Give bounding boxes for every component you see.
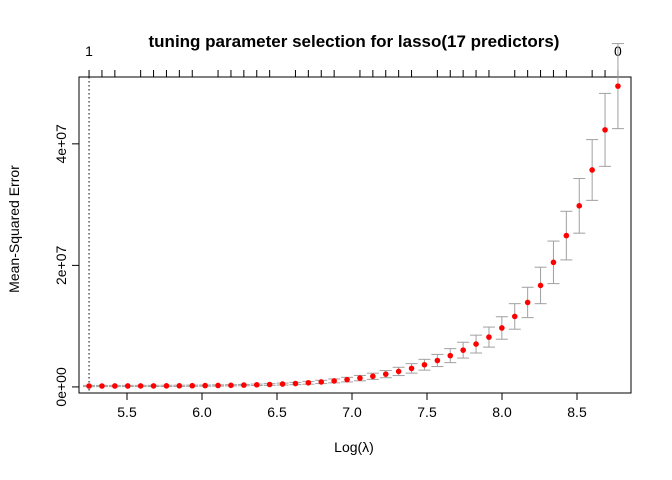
data-point <box>86 383 92 389</box>
x-tick-label: 6.5 <box>267 404 287 420</box>
data-point <box>228 382 234 389</box>
data-point <box>344 376 350 383</box>
data-point <box>189 382 196 389</box>
chart-title: tuning parameter selection for lasso(17 … <box>149 32 560 51</box>
data-point <box>370 373 376 380</box>
data-point <box>99 383 105 389</box>
data-point <box>473 341 479 347</box>
data-point <box>408 365 415 372</box>
data-point <box>124 383 131 389</box>
data-point <box>331 378 337 384</box>
data-point <box>434 357 441 364</box>
data-point <box>550 259 557 266</box>
data-point <box>215 382 221 389</box>
data-point <box>202 382 208 389</box>
data-point <box>150 383 157 389</box>
data-point <box>576 203 583 209</box>
y-tick-label: 4e+07 <box>53 124 69 164</box>
x-tick-label: 7.5 <box>417 404 437 420</box>
data-point <box>447 352 454 359</box>
y-tick-label: 2e+07 <box>53 246 69 286</box>
data-point <box>589 167 595 173</box>
data-point <box>253 382 260 388</box>
data-point <box>602 127 608 133</box>
data-point <box>524 299 531 306</box>
data-point <box>176 382 183 389</box>
data-point <box>357 375 363 381</box>
x-tick-label: 7.0 <box>342 404 362 420</box>
data-point <box>511 313 518 320</box>
y-axis-label: Mean-Squared Error <box>6 165 22 293</box>
data-point <box>137 383 144 389</box>
x-axis-label: Log(λ) <box>334 439 374 455</box>
data-point <box>460 347 466 353</box>
data-point <box>241 382 247 388</box>
top-axis-label: 1 <box>85 43 93 59</box>
data-point <box>163 383 170 389</box>
x-tick-label: 8.0 <box>492 404 512 420</box>
x-tick-label: 6.0 <box>192 404 212 420</box>
y-tick-label: 0e+00 <box>53 367 69 407</box>
data-point <box>266 381 273 388</box>
data-point <box>318 379 325 385</box>
data-point <box>292 380 299 387</box>
plot-frame <box>78 76 632 394</box>
data-point <box>305 379 312 386</box>
data-point <box>486 334 492 340</box>
data-point <box>395 368 402 375</box>
data-point <box>279 381 286 387</box>
x-tick-label: 5.5 <box>117 404 137 420</box>
data-point <box>563 232 570 239</box>
data-point <box>112 383 118 389</box>
x-tick-label: 8.5 <box>567 404 587 420</box>
data-point <box>382 371 389 377</box>
data-point <box>615 83 621 89</box>
data-point <box>499 325 505 331</box>
data-point <box>421 361 428 368</box>
data-point <box>537 282 544 289</box>
